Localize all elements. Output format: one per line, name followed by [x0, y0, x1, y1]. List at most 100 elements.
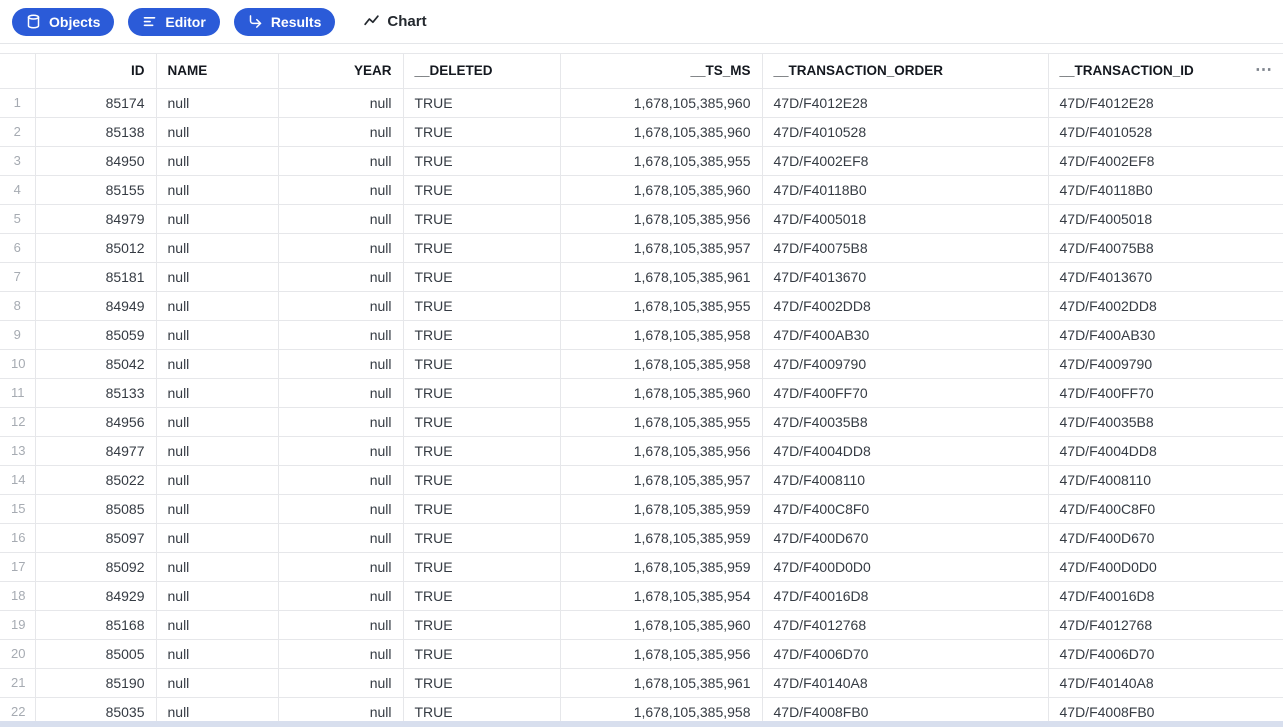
- cell-name[interactable]: null: [156, 291, 279, 321]
- cell-deleted[interactable]: TRUE: [403, 668, 561, 698]
- cell-transaction_order[interactable]: 47D/F40118B0: [762, 175, 1049, 205]
- row-number[interactable]: 10: [0, 349, 36, 379]
- cell-transaction_id[interactable]: 47D/F4006D70: [1048, 639, 1283, 669]
- cell-name[interactable]: null: [156, 465, 279, 495]
- cell-year[interactable]: null: [278, 146, 404, 176]
- chart-tab[interactable]: Chart: [355, 8, 434, 36]
- cell-transaction_order[interactable]: 47D/F4012E28: [762, 88, 1049, 118]
- cell-year[interactable]: null: [278, 668, 404, 698]
- cell-ts_ms[interactable]: 1,678,105,385,959: [560, 494, 763, 524]
- cell-ts_ms[interactable]: 1,678,105,385,958: [560, 349, 763, 379]
- cell-name[interactable]: null: [156, 146, 279, 176]
- row-number[interactable]: 15: [0, 494, 36, 524]
- row-number[interactable]: 21: [0, 668, 36, 698]
- cell-transaction_id[interactable]: 47D/F4002DD8: [1048, 291, 1283, 321]
- cell-id[interactable]: 85155: [35, 175, 157, 205]
- cell-transaction_id[interactable]: 47D/F400FF70: [1048, 378, 1283, 408]
- row-number[interactable]: 11: [0, 378, 36, 408]
- cell-transaction_order[interactable]: 47D/F400D0D0: [762, 552, 1049, 582]
- cell-deleted[interactable]: TRUE: [403, 204, 561, 234]
- cell-transaction_order[interactable]: 47D/F400AB30: [762, 320, 1049, 350]
- row-number[interactable]: 12: [0, 407, 36, 437]
- cell-transaction_order[interactable]: 47D/F40075B8: [762, 233, 1049, 263]
- cell-ts_ms[interactable]: 1,678,105,385,961: [560, 262, 763, 292]
- cell-ts_ms[interactable]: 1,678,105,385,957: [560, 233, 763, 263]
- cell-name[interactable]: null: [156, 88, 279, 118]
- cell-deleted[interactable]: TRUE: [403, 262, 561, 292]
- cell-transaction_order[interactable]: 47D/F4012768: [762, 610, 1049, 640]
- cell-ts_ms[interactable]: 1,678,105,385,954: [560, 581, 763, 611]
- row-number[interactable]: 19: [0, 610, 36, 640]
- cell-ts_ms[interactable]: 1,678,105,385,955: [560, 146, 763, 176]
- cell-deleted[interactable]: TRUE: [403, 436, 561, 466]
- cell-ts_ms[interactable]: 1,678,105,385,959: [560, 552, 763, 582]
- cell-transaction_id[interactable]: 47D/F40140A8: [1048, 668, 1283, 698]
- cell-id[interactable]: 85174: [35, 88, 157, 118]
- cell-transaction_id[interactable]: 47D/F4005018: [1048, 204, 1283, 234]
- cell-transaction_id[interactable]: 47D/F4012768: [1048, 610, 1283, 640]
- cell-id[interactable]: 84949: [35, 291, 157, 321]
- cell-ts_ms[interactable]: 1,678,105,385,956: [560, 639, 763, 669]
- horizontal-scrollbar[interactable]: [0, 721, 1283, 727]
- cell-name[interactable]: null: [156, 639, 279, 669]
- cell-transaction_id[interactable]: 47D/F400D670: [1048, 523, 1283, 553]
- cell-name[interactable]: null: [156, 581, 279, 611]
- cell-ts_ms[interactable]: 1,678,105,385,960: [560, 88, 763, 118]
- cell-transaction_order[interactable]: 47D/F4013670: [762, 262, 1049, 292]
- cell-ts_ms[interactable]: 1,678,105,385,960: [560, 610, 763, 640]
- cell-year[interactable]: null: [278, 552, 404, 582]
- cell-ts_ms[interactable]: 1,678,105,385,956: [560, 436, 763, 466]
- cell-transaction_order[interactable]: 47D/F400FF70: [762, 378, 1049, 408]
- cell-year[interactable]: null: [278, 320, 404, 350]
- cell-ts_ms[interactable]: 1,678,105,385,956: [560, 204, 763, 234]
- cell-deleted[interactable]: TRUE: [403, 233, 561, 263]
- cell-year[interactable]: null: [278, 233, 404, 263]
- cell-transaction_id[interactable]: 47D/F400AB30: [1048, 320, 1283, 350]
- row-number[interactable]: 14: [0, 465, 36, 495]
- row-number[interactable]: 9: [0, 320, 36, 350]
- cell-id[interactable]: 85022: [35, 465, 157, 495]
- cell-transaction_id[interactable]: 47D/F4013670: [1048, 262, 1283, 292]
- cell-year[interactable]: null: [278, 175, 404, 205]
- column-header-deleted[interactable]: __DELETED: [403, 54, 561, 89]
- row-number[interactable]: 18: [0, 581, 36, 611]
- row-number[interactable]: 6: [0, 233, 36, 263]
- cell-transaction_id[interactable]: 47D/F4009790: [1048, 349, 1283, 379]
- cell-name[interactable]: null: [156, 378, 279, 408]
- cell-year[interactable]: null: [278, 581, 404, 611]
- cell-id[interactable]: 85190: [35, 668, 157, 698]
- cell-transaction_id[interactable]: 47D/F40035B8: [1048, 407, 1283, 437]
- cell-transaction_id[interactable]: 47D/F40118B0: [1048, 175, 1283, 205]
- row-number[interactable]: 20: [0, 639, 36, 669]
- cell-deleted[interactable]: TRUE: [403, 610, 561, 640]
- row-number[interactable]: 16: [0, 523, 36, 553]
- cell-deleted[interactable]: TRUE: [403, 291, 561, 321]
- cell-transaction_order[interactable]: 47D/F40016D8: [762, 581, 1049, 611]
- cell-name[interactable]: null: [156, 349, 279, 379]
- cell-transaction_id[interactable]: 47D/F40075B8: [1048, 233, 1283, 263]
- cell-name[interactable]: null: [156, 262, 279, 292]
- cell-id[interactable]: 84929: [35, 581, 157, 611]
- cell-id[interactable]: 85168: [35, 610, 157, 640]
- cell-transaction_id[interactable]: 47D/F400C8F0: [1048, 494, 1283, 524]
- row-number[interactable]: 8: [0, 291, 36, 321]
- cell-year[interactable]: null: [278, 349, 404, 379]
- cell-id[interactable]: 85005: [35, 639, 157, 669]
- cell-transaction_order[interactable]: 47D/F4010528: [762, 117, 1049, 147]
- cell-year[interactable]: null: [278, 378, 404, 408]
- cell-id[interactable]: 85092: [35, 552, 157, 582]
- cell-transaction_id[interactable]: 47D/F4008110: [1048, 465, 1283, 495]
- column-header-transaction_order[interactable]: __TRANSACTION_ORDER: [762, 54, 1049, 89]
- cell-deleted[interactable]: TRUE: [403, 581, 561, 611]
- cell-year[interactable]: null: [278, 610, 404, 640]
- cell-transaction_order[interactable]: 47D/F4005018: [762, 204, 1049, 234]
- cell-ts_ms[interactable]: 1,678,105,385,960: [560, 175, 763, 205]
- cell-name[interactable]: null: [156, 552, 279, 582]
- cell-year[interactable]: null: [278, 494, 404, 524]
- cell-transaction_order[interactable]: 47D/F4004DD8: [762, 436, 1049, 466]
- cell-deleted[interactable]: TRUE: [403, 465, 561, 495]
- cell-id[interactable]: 84950: [35, 146, 157, 176]
- cell-id[interactable]: 84977: [35, 436, 157, 466]
- cell-name[interactable]: null: [156, 523, 279, 553]
- cell-ts_ms[interactable]: 1,678,105,385,961: [560, 668, 763, 698]
